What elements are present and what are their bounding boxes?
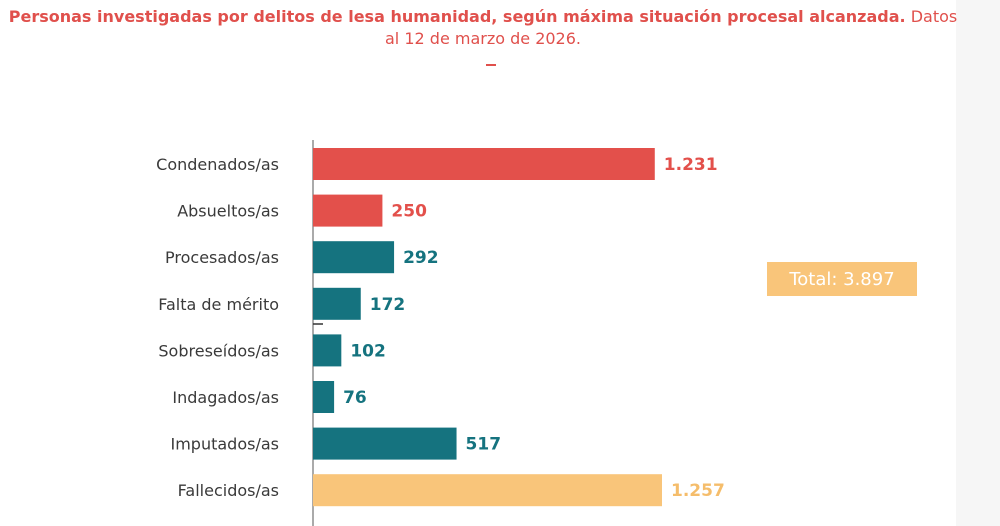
bar	[313, 194, 383, 227]
value-label: 1.257	[671, 481, 725, 501]
bar	[313, 241, 395, 274]
value-label: 172	[370, 295, 406, 315]
category-label: Imputados/as	[171, 435, 280, 454]
value-label: 76	[343, 388, 367, 408]
category-label: Falta de mérito	[158, 295, 279, 314]
value-label: 517	[466, 435, 502, 455]
value-label: 250	[391, 202, 427, 222]
value-label: 1.231	[664, 155, 718, 175]
value-label: 102	[350, 341, 386, 361]
category-label: Fallecidos/as	[178, 481, 279, 500]
total-badge: Total: 3.897	[767, 262, 917, 296]
category-label: Procesados/as	[165, 248, 279, 267]
bar	[313, 381, 335, 413]
title-dash	[486, 64, 496, 66]
bar	[313, 474, 662, 507]
category-label: Indagados/as	[172, 388, 279, 407]
bar	[313, 427, 457, 460]
bar	[313, 287, 361, 320]
bar	[313, 148, 655, 180]
category-label: Sobreseídos/as	[158, 341, 279, 360]
category-label: Condenados/as	[156, 155, 279, 174]
bar	[313, 334, 342, 367]
category-label: Absueltos/as	[177, 202, 279, 221]
chart-title-date: Datos al 12 de marzo de 2026.	[385, 7, 958, 48]
chart-title: Personas investigadas por delitos de les…	[0, 6, 966, 50]
chart-title-bold: Personas investigadas por delitos de les…	[8, 7, 906, 26]
value-label: 292	[403, 248, 439, 268]
